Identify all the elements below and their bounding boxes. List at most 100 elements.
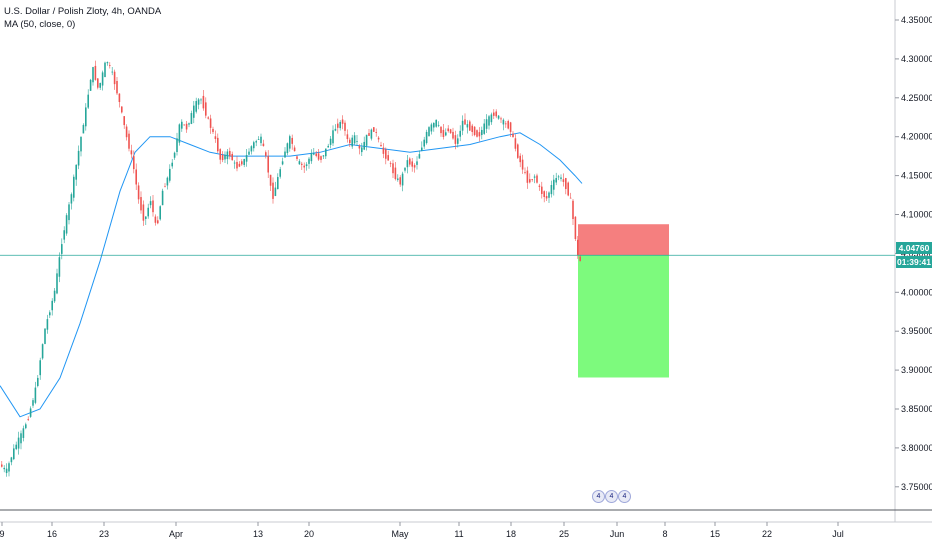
candle-body — [94, 65, 97, 80]
x-tick-label: Apr — [169, 529, 183, 539]
candle-body — [61, 244, 63, 254]
candle-body — [481, 129, 483, 136]
event-flag-icon[interactable]: 4 — [592, 490, 605, 503]
candle-body — [147, 207, 149, 217]
candle-body — [277, 177, 279, 190]
candle-body — [202, 95, 205, 109]
candle-body — [406, 160, 409, 168]
candle-body — [478, 132, 481, 137]
candle-body — [428, 127, 430, 136]
candle-body — [101, 72, 104, 86]
candle-body — [10, 457, 13, 463]
candle-body — [89, 79, 92, 91]
candle-body — [137, 185, 140, 200]
candle-body — [368, 133, 370, 136]
candle-body — [178, 124, 181, 143]
candle-body — [250, 146, 253, 152]
candle-body — [392, 163, 394, 174]
candle-body — [401, 173, 404, 186]
candle-body — [104, 62, 106, 78]
y-tick-label: 4.15000 — [901, 171, 932, 181]
candle-body — [505, 123, 507, 125]
candle-body — [440, 126, 442, 134]
candle-body — [387, 155, 389, 161]
candle-body — [502, 119, 505, 125]
candle-body — [469, 121, 471, 131]
candle-body — [317, 153, 320, 160]
candle-body — [3, 467, 5, 470]
y-tick-label: 4.10000 — [901, 210, 932, 220]
x-tick-label: 20 — [304, 529, 314, 539]
candle-body — [529, 179, 531, 183]
x-tick-label: 9 — [0, 529, 5, 539]
grid-layer — [0, 0, 932, 523]
candle-body — [365, 134, 368, 146]
candle-body — [233, 162, 236, 164]
candle-body — [145, 216, 147, 219]
price-axis[interactable]: 4.35000 4.30000 4.25000 4.20000 4.15000 4.100… — [895, 15, 932, 492]
candle-body — [22, 428, 25, 438]
candle-body — [310, 153, 313, 162]
candle-body — [476, 130, 478, 137]
candle-body — [152, 200, 154, 213]
candle-body — [257, 139, 260, 141]
candle-body — [123, 116, 125, 126]
y-tick-label: 4.35000 — [901, 15, 932, 25]
candle-body — [231, 153, 233, 161]
candle-body — [493, 112, 495, 116]
candle-body — [526, 170, 529, 183]
time-axis[interactable]: 9 16 23 Apr 13 20 May 11 18 25 Jun 8 15 22 Jul — [0, 522, 844, 539]
candle-body — [512, 133, 514, 138]
candle-body — [344, 122, 346, 131]
candle-body — [514, 138, 517, 149]
indicator-label[interactable]: MA (50, close, 0) — [4, 19, 76, 30]
candle-body — [332, 130, 334, 144]
event-flag-icon[interactable]: 4 — [605, 490, 618, 503]
candle-body — [550, 185, 553, 195]
candle-body — [435, 119, 437, 127]
candle-body — [389, 163, 392, 165]
candle-body — [229, 150, 231, 157]
candle-body — [490, 114, 493, 123]
candle-body — [219, 149, 221, 160]
candles-layer — [1, 60, 581, 477]
candle-body — [286, 143, 289, 154]
candle-body — [140, 197, 142, 211]
candle-body — [205, 102, 207, 116]
symbol-title[interactable]: U.S. Dollar / Polish Zloty, 4h, OANDA — [4, 6, 162, 17]
candle-body — [159, 206, 161, 220]
candle-body — [80, 136, 82, 152]
take-profit-zone[interactable] — [578, 255, 669, 378]
position-zones[interactable] — [578, 224, 669, 378]
candle-body — [466, 124, 469, 128]
candle-body — [356, 141, 358, 142]
candle-body — [221, 154, 224, 161]
candle-body — [27, 418, 29, 420]
candle-body — [574, 216, 577, 240]
candle-body — [495, 111, 497, 117]
candle-body — [185, 123, 188, 130]
candle-body — [106, 62, 109, 64]
candle-body — [39, 360, 41, 376]
candle-body — [188, 123, 190, 125]
stop-loss-zone[interactable] — [578, 224, 669, 256]
candle-body — [375, 132, 377, 133]
candle-body — [56, 273, 58, 294]
candle-body — [565, 178, 567, 190]
candle-body — [442, 129, 445, 137]
event-flag-icon[interactable]: 4 — [618, 490, 631, 503]
candle-body — [68, 204, 70, 221]
candle-body — [567, 182, 569, 196]
candle-body — [15, 444, 17, 450]
candle-body — [473, 126, 476, 135]
candle-body — [238, 163, 241, 167]
candle-body — [135, 169, 137, 185]
candle-body — [34, 387, 37, 403]
candle-body — [461, 120, 464, 131]
candle-body — [44, 328, 46, 344]
candle-body — [425, 131, 428, 144]
candle-body — [409, 158, 411, 165]
candle-body — [454, 135, 457, 144]
candle-body — [334, 128, 337, 131]
